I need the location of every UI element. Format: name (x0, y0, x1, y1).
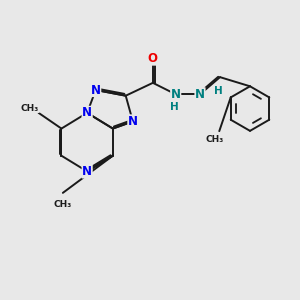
Text: N: N (171, 88, 181, 101)
Text: CH₃: CH₃ (21, 103, 39, 112)
Text: N: N (128, 115, 138, 128)
Text: N: N (195, 88, 205, 101)
Text: H: H (170, 102, 179, 112)
Text: N: N (82, 165, 92, 178)
Text: N: N (91, 83, 101, 97)
Text: H: H (214, 86, 223, 96)
Text: CH₃: CH₃ (54, 200, 72, 209)
Text: CH₃: CH₃ (206, 135, 224, 144)
Text: O: O (148, 52, 158, 65)
Text: N: N (82, 106, 92, 119)
